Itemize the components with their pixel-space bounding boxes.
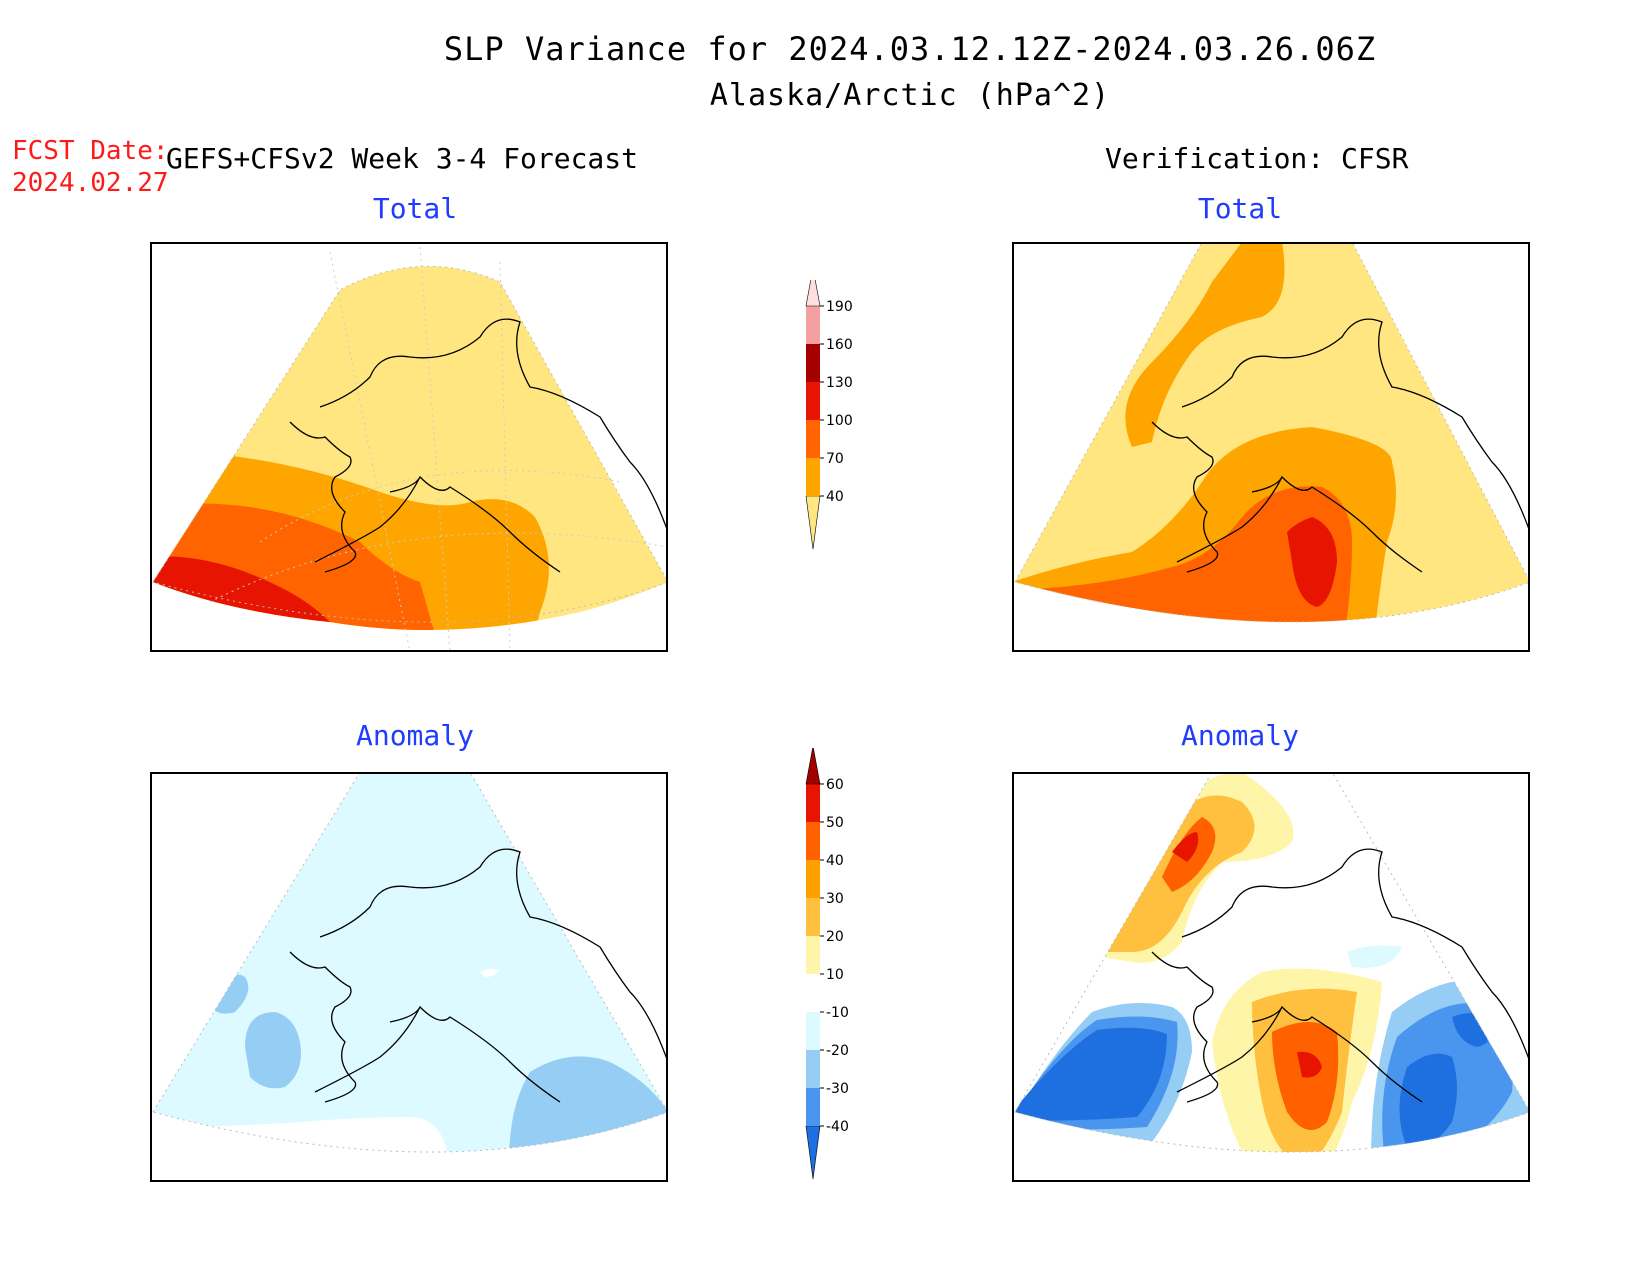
verification-total-map: [1012, 242, 1530, 652]
chart-title: SLP Variance for 2024.03.12.12Z-2024.03.…: [443, 30, 1377, 68]
anomaly-colorbar-swatch: [806, 822, 820, 860]
forecast-date-value: 2024.02.27: [12, 168, 169, 198]
anomaly-colorbar-swatch: [806, 898, 820, 936]
total-colorbar-tick-label: 190: [826, 299, 853, 315]
total-colorbar-swatch: [806, 306, 820, 344]
total-colorbar: 4070100130160190220: [805, 280, 853, 550]
forecast-total-title: Total: [372, 192, 458, 225]
anomaly-colorbar-swatch: [806, 1088, 820, 1126]
anomaly-colorbar-swatch: [806, 860, 820, 898]
total-colorbar-tick-label: 160: [826, 337, 853, 353]
verification-total-title: Total: [1197, 192, 1283, 225]
total-colorbar-tick-label: 40: [826, 489, 844, 505]
anomaly-colorbar-swatch: [806, 974, 820, 1012]
anomaly-colorbar-tick-label: -30: [826, 1081, 849, 1097]
anomaly-colorbar-swatch: [805, 748, 821, 785]
forecast-anomaly-map: [150, 772, 668, 1182]
forecast-total-map: [150, 242, 668, 652]
forecast-date-label: FCST Date:: [12, 136, 169, 166]
chart-subtitle: Alaska/Arctic (hPa^2): [709, 78, 1111, 113]
total-colorbar-tick-label: 130: [826, 375, 853, 391]
anomaly-colorbar: -40 -30 -20 -10 10 20 30 40 50 60: [805, 748, 849, 1180]
total-colorbar-swatch: [806, 382, 820, 420]
verification-anomaly-title: Anomaly: [1180, 719, 1299, 752]
anomaly-colorbar-swatch: [806, 784, 820, 822]
total-colorbar-swatch: [805, 280, 821, 307]
anomaly-colorbar-tick-label: 60: [826, 777, 844, 793]
forecast-anomaly-title: Anomaly: [355, 719, 474, 752]
total-colorbar-swatch: [806, 420, 820, 458]
total-colorbar-swatch: [806, 458, 820, 496]
anomaly-colorbar-swatch: [805, 1125, 821, 1180]
anomaly-colorbar-tick-label: 10: [826, 967, 844, 983]
forecast-column-header: GEFS+CFSv2 Week 3-4 Forecast: [166, 142, 639, 175]
verification-anomaly-map: [1012, 772, 1530, 1182]
total-colorbar-swatch: [806, 344, 820, 382]
anomaly-colorbar-swatch: [806, 936, 820, 974]
anomaly-colorbar-swatch: [806, 1050, 820, 1088]
anomaly-colorbar-tick-label: 30: [826, 891, 844, 907]
anomaly-colorbar-swatch: [806, 1012, 820, 1050]
anomaly-colorbar-tick-label: -20: [826, 1043, 849, 1059]
total-colorbar-swatch: [805, 495, 821, 550]
total-colorbar-tick-label: 100: [826, 413, 853, 429]
verification-column-header: Verification: CFSR: [1105, 142, 1409, 175]
total-colorbar-tick-label: 70: [826, 451, 844, 467]
anomaly-colorbar-tick-label: 50: [826, 815, 844, 831]
anomaly-colorbar-tick-label: 40: [826, 853, 844, 869]
anomaly-colorbar-tick-label: -40: [826, 1119, 849, 1135]
anomaly-colorbar-tick-label: -10: [826, 1005, 849, 1021]
anomaly-colorbar-tick-label: 20: [826, 929, 844, 945]
